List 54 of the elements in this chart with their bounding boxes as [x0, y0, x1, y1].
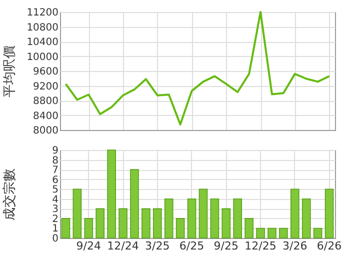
x-tick-label: 9/24 [76, 240, 101, 252]
bar [152, 208, 162, 238]
bar [233, 198, 242, 238]
y-tick-label: 9200 [33, 81, 58, 92]
y-tick-label: 3 [52, 204, 58, 216]
x-tick-label: 3/25 [145, 240, 170, 252]
bar [279, 228, 288, 238]
y-tick-label: 11200 [26, 8, 58, 18]
x-tick-label: 12/24 [107, 240, 139, 252]
y-tick-label: 4 [52, 194, 58, 206]
y-tick-label: 10400 [26, 37, 58, 48]
y-axis-title: 平均呎價 [2, 46, 18, 98]
y-tick-label: 0 [52, 234, 58, 244]
bar [61, 218, 70, 238]
bar [222, 208, 231, 238]
bar [302, 198, 311, 238]
bar [164, 198, 174, 238]
bar [210, 198, 220, 238]
y-tick-label: 6 [52, 174, 58, 186]
y-tick-label: 8000 [33, 126, 58, 136]
y-tick-label: 8 [52, 155, 58, 166]
bar [96, 208, 105, 238]
x-tick-label: 12/25 [244, 240, 276, 252]
bar [72, 188, 82, 238]
line-series [64, 11, 330, 126]
y-tick-label: 8400 [33, 110, 58, 122]
bar [198, 188, 208, 238]
y-tick-label: 5 [52, 184, 58, 196]
y-tick-label: 9 [52, 146, 58, 156]
bar [313, 228, 322, 238]
y-tick-label: 10800 [26, 22, 58, 34]
y-tick-label: 10000 [26, 52, 58, 63]
bar [244, 218, 254, 238]
y-axis-title: 成交宗數 [2, 168, 18, 220]
x-tick-label: 3/26 [282, 240, 308, 252]
y-tick-label: 1 [52, 224, 58, 235]
y-tick-label: 9600 [33, 66, 58, 78]
x-tick-label: 6/25 [179, 240, 204, 252]
x-tick-label: 6/26 [316, 240, 342, 252]
bar [176, 218, 185, 238]
bar [268, 228, 276, 238]
y-tick-label: 7 [52, 165, 58, 176]
bar [84, 218, 94, 238]
y-tick-label: 8800 [33, 96, 58, 107]
bar [142, 208, 150, 238]
bar [256, 228, 265, 238]
bar [118, 208, 128, 238]
bar [187, 198, 196, 238]
y-tick-label: 2 [52, 214, 58, 225]
bar [324, 188, 334, 238]
x-tick-label: 9/25 [214, 240, 238, 252]
bar [290, 188, 300, 238]
bar [107, 150, 116, 238]
bar [130, 169, 139, 238]
